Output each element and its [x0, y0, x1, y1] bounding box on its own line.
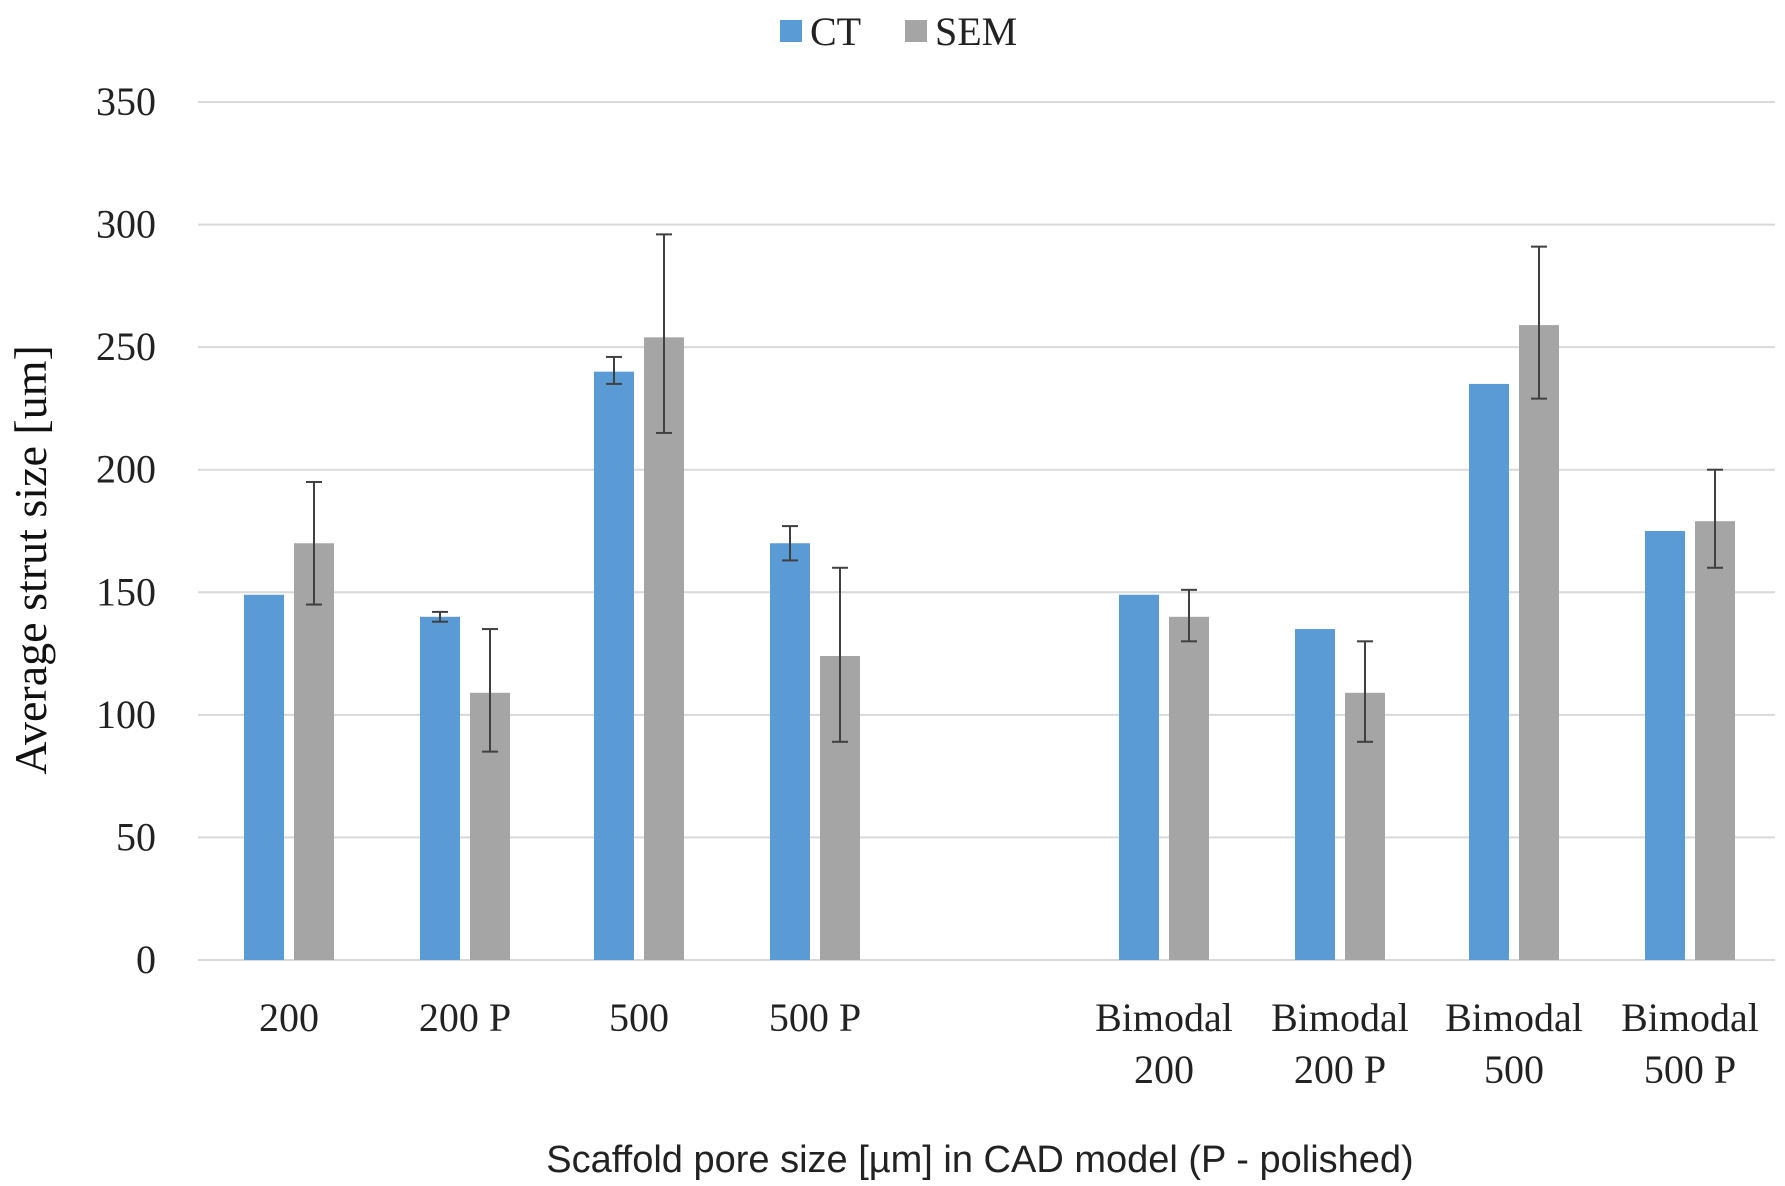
bars — [244, 325, 1735, 961]
x-category-label: Bimodal 200 P — [1271, 995, 1409, 1092]
bar-sem-5 — [1169, 616, 1209, 960]
bar-ct-8 — [1645, 531, 1685, 960]
bar-ct-3 — [770, 543, 810, 960]
bar-ct-5 — [1119, 594, 1159, 960]
legend-swatch-sem — [905, 20, 927, 42]
error-bar-ct-2 — [606, 355, 622, 385]
x-category-label: 500 P — [769, 995, 861, 1040]
error-bar-ct-3 — [782, 525, 798, 562]
y-axis-label: Average strut size [um] — [5, 345, 56, 775]
x-axis-label: Scaffold pore size [µm] in CAD model (P … — [546, 1139, 1413, 1181]
error-bar-sem-8 — [1707, 468, 1723, 569]
y-axis-ticks: 0 50 100 150 200 250 300 350 — [96, 79, 156, 982]
error-bar-ct-1 — [432, 610, 448, 623]
x-category-label: 500 — [609, 995, 669, 1040]
x-axis-categories: 200 200 P 500 500 P Bimodal 200 Bimodal 200 P Bi… — [259, 995, 1759, 1092]
error-bar-sem-2 — [656, 233, 672, 434]
x-category-label: 200 — [259, 995, 319, 1040]
legend: CT SEM — [780, 9, 1017, 54]
bar-sem-7 — [1519, 325, 1559, 961]
bar-ct-2 — [594, 371, 634, 961]
y-tick-label: 0 — [136, 937, 156, 982]
y-tick-label: 200 — [96, 447, 156, 492]
gridlines — [198, 101, 1775, 961]
error-bar-sem-0 — [306, 480, 322, 606]
bar-ct-1 — [420, 616, 460, 960]
y-tick-label: 100 — [96, 692, 156, 737]
bar-ct-7 — [1469, 383, 1509, 960]
x-category-label: Bimodal 500 P — [1621, 995, 1759, 1092]
y-tick-label: 300 — [96, 202, 156, 247]
bar-ct-6 — [1295, 629, 1335, 960]
y-tick-label: 150 — [96, 569, 156, 614]
legend-label-ct: CT — [810, 9, 861, 54]
error-bar-sem-3 — [832, 566, 848, 743]
y-tick-label: 250 — [96, 324, 156, 369]
legend-label-sem: SEM — [935, 9, 1017, 54]
x-category-label: 200 P — [419, 995, 511, 1040]
bar-sem-8 — [1695, 521, 1735, 960]
x-category-label: Bimodal 500 — [1445, 995, 1583, 1092]
error-bar-sem-1 — [482, 628, 498, 753]
y-tick-label: 350 — [96, 79, 156, 124]
error-bar-sem-7 — [1531, 245, 1547, 400]
error-bars — [306, 233, 1723, 753]
bar-sem-2 — [644, 337, 684, 960]
legend-swatch-ct — [780, 20, 802, 42]
error-bar-sem-5 — [1181, 588, 1197, 643]
error-bar-sem-6 — [1357, 640, 1373, 743]
bar-sem-0 — [294, 543, 334, 960]
y-tick-label: 50 — [116, 814, 156, 859]
x-category-label: Bimodal 200 — [1095, 995, 1233, 1092]
bar-ct-0 — [244, 594, 284, 960]
